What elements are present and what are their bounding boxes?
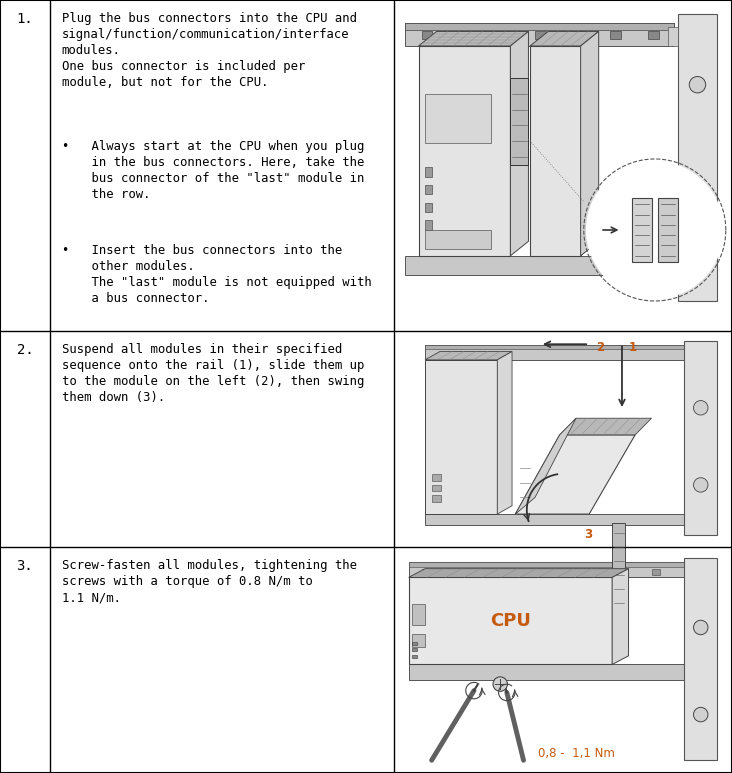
Bar	[422, 569, 430, 575]
Text: •   Insert the bus connectors into the
    other modules.
    The "last" module : • Insert the bus connectors into the oth…	[61, 244, 372, 305]
Bar	[455, 569, 463, 575]
Bar	[610, 31, 621, 39]
Polygon shape	[530, 32, 599, 46]
Bar	[412, 634, 425, 647]
Text: Plug the bus connectors into the CPU and
signal/function/communication/interface: Plug the bus connectors into the CPU and…	[61, 12, 356, 89]
Polygon shape	[419, 32, 529, 46]
Bar	[425, 94, 490, 143]
Bar	[684, 341, 717, 535]
Bar	[432, 495, 441, 502]
Bar	[412, 604, 425, 625]
Text: 1: 1	[629, 341, 637, 354]
Polygon shape	[497, 352, 512, 514]
Bar	[432, 475, 441, 481]
Bar	[406, 23, 674, 46]
Bar	[649, 31, 659, 39]
Bar	[399, 551, 727, 769]
Text: Screw-fasten all modules, tightening the
screws with a torque of 0.8 N/m to
1.1 : Screw-fasten all modules, tightening the…	[61, 560, 356, 604]
Bar	[399, 335, 727, 543]
Text: 3.: 3.	[17, 560, 33, 574]
Text: Suspend all modules in their specified
sequence onto the rail (1), slide them up: Suspend all modules in their specified s…	[61, 343, 364, 404]
Bar	[422, 31, 433, 39]
Bar	[657, 198, 678, 262]
Bar	[425, 220, 432, 230]
Circle shape	[693, 478, 708, 492]
Bar	[612, 523, 625, 610]
Bar	[425, 203, 432, 213]
Bar	[530, 46, 580, 256]
Bar	[408, 665, 684, 679]
Bar	[425, 514, 684, 525]
Bar	[412, 649, 417, 652]
Bar	[406, 23, 674, 30]
Bar	[425, 230, 490, 250]
Polygon shape	[425, 352, 512, 360]
Bar	[668, 26, 678, 46]
Bar	[586, 569, 594, 575]
Bar	[412, 655, 417, 658]
Text: 0,8 -  1,1 Nm: 0,8 - 1,1 Nm	[537, 747, 614, 761]
Bar	[406, 256, 674, 275]
Circle shape	[493, 677, 507, 691]
Polygon shape	[612, 569, 629, 665]
Bar	[412, 642, 417, 645]
Circle shape	[693, 707, 708, 722]
Bar	[408, 577, 612, 665]
Bar	[535, 31, 545, 39]
Bar	[432, 485, 441, 491]
Bar	[510, 78, 529, 165]
Bar	[419, 46, 510, 256]
Bar	[678, 14, 717, 301]
Polygon shape	[515, 435, 635, 514]
Bar	[553, 569, 561, 575]
Circle shape	[586, 161, 724, 299]
Circle shape	[693, 620, 708, 635]
Bar	[425, 185, 432, 195]
Text: CPU: CPU	[490, 612, 531, 630]
Bar	[520, 569, 529, 575]
Bar	[488, 569, 496, 575]
Bar	[684, 558, 717, 761]
Bar	[572, 31, 583, 39]
Bar	[632, 198, 652, 262]
Bar	[425, 167, 432, 177]
Circle shape	[693, 400, 708, 415]
Bar	[651, 569, 660, 575]
Bar	[425, 346, 684, 349]
Bar	[408, 562, 684, 567]
Circle shape	[690, 238, 706, 254]
Text: •   Always start at the CPU when you plug
    in the bus connectors. Here, take : • Always start at the CPU when you plug …	[61, 140, 364, 201]
Polygon shape	[515, 418, 576, 514]
Text: 2.: 2.	[17, 343, 33, 357]
Bar	[425, 346, 684, 360]
Text: 3: 3	[585, 528, 593, 541]
Bar	[460, 31, 470, 39]
Bar	[497, 31, 508, 39]
Polygon shape	[560, 418, 651, 435]
Text: 2: 2	[596, 341, 604, 354]
Polygon shape	[408, 569, 629, 577]
Polygon shape	[580, 32, 599, 256]
Polygon shape	[510, 32, 529, 256]
Bar	[425, 360, 497, 514]
Bar	[408, 562, 684, 577]
Circle shape	[690, 77, 706, 93]
Bar	[399, 4, 727, 327]
Bar	[619, 569, 627, 575]
Text: 1.: 1.	[17, 12, 33, 26]
